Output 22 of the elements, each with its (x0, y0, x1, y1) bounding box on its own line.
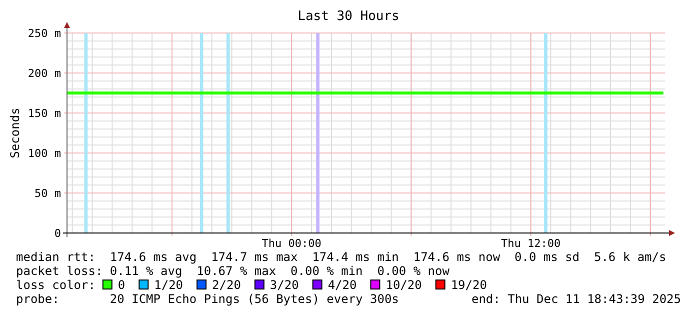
y-tick-label: 100 m (28, 147, 62, 160)
x-tick-label: Thu 12:00 (500, 237, 561, 250)
y-tick-label: 50 m (34, 187, 62, 200)
text: median rtt: 174.6 ms avg 174.7 ms max 174.4 ms min 174.6 ms now 0.0 ms sd 5.6 k am/s (16, 250, 666, 264)
legend-label: 19/20 (450, 278, 487, 292)
x-tick-label: Thu 00:00 (262, 237, 322, 250)
y-axis-title: Seconds (8, 108, 22, 158)
y-tick-label: 200 m (28, 67, 62, 80)
legend-label: 10/20 (386, 278, 422, 292)
chart-title: Last 30 Hours (298, 9, 400, 24)
text: end: Thu Dec 11 18:43:39 2025 (471, 292, 681, 306)
legend-label: 0 (118, 278, 126, 292)
legend-label: 3/20 (270, 278, 299, 292)
legend-title: loss color: (16, 278, 96, 292)
text: probe: 20 ICMP Echo Pings (56 Bytes) every 300s (16, 292, 399, 306)
text: packet loss: 0.11 % avg 10.67 % max 0.00 % min 0.00 % now (16, 264, 450, 278)
y-tick-label: 150 m (28, 107, 62, 120)
legend-label: 4/20 (328, 278, 357, 292)
legend-label: 1/20 (154, 278, 184, 292)
y-tick-label: 0 (54, 227, 61, 240)
legend-label: 2/20 (212, 278, 241, 292)
y-tick-label: 250 m (28, 27, 62, 40)
